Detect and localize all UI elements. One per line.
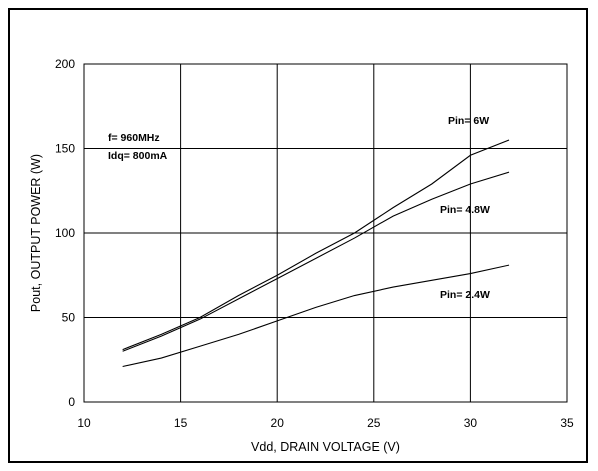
- series-line-pin-6w: [122, 139, 510, 351]
- series-lines: [122, 139, 510, 368]
- x-tick-label: 25: [367, 416, 381, 430]
- y-tick-label: 200: [55, 57, 75, 71]
- x-tick-label: 35: [560, 416, 574, 430]
- series-label-pin-6w: Pin= 6W: [448, 115, 489, 127]
- series-line-pin-4-8w: [122, 171, 510, 352]
- x-tick-label: 10: [77, 416, 91, 430]
- series-label-pin-2-4w: Pin= 2.4W: [440, 289, 490, 301]
- x-tick-label: 15: [174, 416, 188, 430]
- y-tick-label: 100: [55, 226, 75, 240]
- series-line-pin-2-4w: [122, 264, 510, 368]
- condition-idq: Idq= 800mA: [108, 150, 168, 162]
- chart-frame: [8, 8, 588, 463]
- x-tick-label: 30: [464, 416, 478, 430]
- y-tick-label: 50: [62, 311, 76, 325]
- y-tick-label: 0: [68, 395, 75, 409]
- x-axis-title: Vdd, DRAIN VOLTAGE (V): [251, 440, 400, 454]
- x-tick-label: 20: [271, 416, 285, 430]
- condition-frequency: f= 960MHz: [108, 132, 160, 144]
- grid-lines: [84, 64, 567, 402]
- y-tick-labels: 0 50 100 150 200: [55, 57, 75, 409]
- y-axis-title: Pout, OUTPUT POWER (W): [29, 154, 43, 312]
- x-tick-labels: 10 15 20 25 30 35: [77, 416, 574, 430]
- y-tick-label: 150: [55, 142, 75, 156]
- series-label-pin-4-8w: Pin= 4.8W: [440, 204, 490, 216]
